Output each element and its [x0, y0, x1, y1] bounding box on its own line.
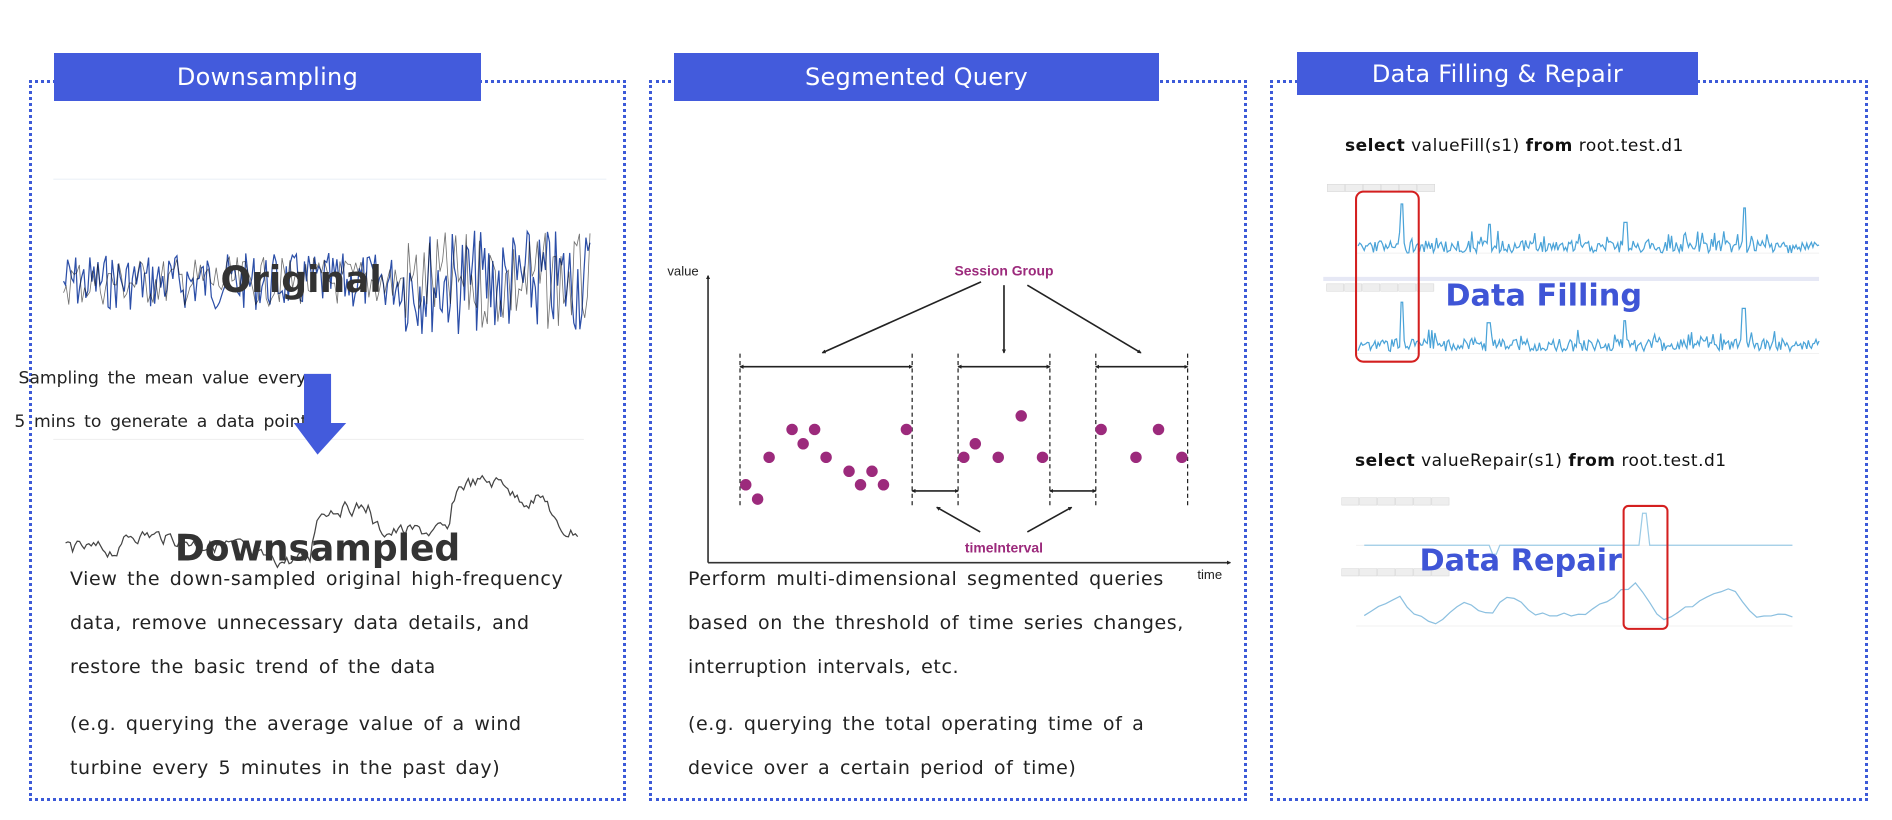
toolbar-button	[1362, 283, 1381, 292]
data-point	[900, 423, 913, 436]
repair-highlight-box	[1622, 504, 1669, 630]
sql-keyword: select	[1355, 451, 1416, 471]
toolbar-button	[1413, 568, 1432, 577]
toolbar-button	[1326, 283, 1344, 292]
description-line: based on the threshold of time series ch…	[688, 612, 1184, 634]
data-point	[1095, 423, 1107, 436]
data-repair-label: Data Repair	[1420, 544, 1623, 579]
description-line: restore the basic trend of the data	[70, 656, 436, 678]
arrow	[1026, 506, 1071, 533]
sql-keyword: select	[1345, 136, 1406, 156]
arrow	[1026, 284, 1141, 354]
toolbar-button	[1417, 184, 1435, 192]
sql-path: root.test.d1	[1621, 451, 1727, 471]
toolbar-button	[1341, 568, 1360, 577]
data-point	[797, 438, 809, 450]
data-point	[854, 479, 867, 491]
segmented-query-header: Segmented Query	[674, 53, 1159, 101]
sql-keyword: from	[1525, 136, 1573, 156]
toolbar-button	[1431, 568, 1450, 577]
data-point	[740, 479, 752, 491]
original-series-dark	[63, 232, 591, 329]
x-axis-label: time	[1197, 567, 1222, 582]
arrow	[937, 506, 981, 533]
toolbar-button	[1377, 497, 1396, 506]
session-group-label: Session Group	[954, 263, 1053, 279]
sql-path: root.test.d1	[1578, 136, 1684, 156]
segmented-query-diagram: value time Session Group timeInterval	[667, 263, 1270, 582]
sampling-note-line2: 5 mins to generate a data point	[14, 412, 307, 432]
data-point	[808, 423, 821, 436]
description-line: Perform multi-dimensional segmented quer…	[688, 568, 1164, 590]
fill-repair-screenshots: Data Filling Data Repair	[1323, 184, 1820, 630]
toolbar-button	[1431, 497, 1450, 506]
data-point	[866, 465, 878, 477]
data-point	[1036, 451, 1049, 464]
down-arrow-icon	[293, 373, 347, 455]
data-point	[958, 451, 970, 464]
sql-function: valueFill(s1)	[1411, 136, 1520, 156]
toolbar-button	[1363, 184, 1381, 192]
data-point	[1152, 423, 1165, 436]
toolbar-button	[1341, 497, 1360, 506]
data-point	[786, 423, 798, 436]
toolbar-button	[1416, 283, 1435, 292]
data-point	[992, 451, 1004, 464]
description-line: data, remove unnecessary data details, a…	[70, 612, 530, 634]
downsampled-series	[65, 474, 579, 569]
time-interval-label: timeInterval	[965, 539, 1043, 555]
toolbar-button	[1395, 568, 1414, 577]
data-point	[1015, 410, 1027, 422]
fill-highlight-box	[1355, 190, 1420, 363]
y-axis-label: value	[667, 264, 698, 279]
data-filling-repair-header: Data Filling & Repair	[1297, 52, 1698, 95]
raw-fuel-series	[1364, 512, 1793, 555]
toolbar-button	[1344, 283, 1362, 292]
data-point	[1130, 451, 1142, 464]
segmented-query-description: Perform multi-dimensional segmented quer…	[688, 557, 1184, 689]
data-point	[763, 451, 775, 464]
data-point	[1176, 451, 1188, 464]
toolbar-button	[1359, 568, 1378, 577]
toolbar-button	[1377, 568, 1396, 577]
segmented-query-example: (e.g. querying the total operating time …	[688, 702, 1144, 790]
sql-keyword: from	[1568, 451, 1616, 471]
data-point	[751, 493, 764, 505]
filled-series	[1357, 301, 1820, 354]
fill-query: select valueFill(s1) from root.test.d1	[1345, 136, 1684, 156]
original-series	[62, 229, 591, 334]
toolbar-button	[1398, 283, 1417, 292]
original-label: Original	[221, 259, 382, 301]
example-line: device over a certain period of time)	[688, 757, 1077, 779]
toolbar-button	[1345, 184, 1363, 192]
toolbar-button	[1327, 184, 1345, 192]
raw-series	[1357, 203, 1820, 256]
downsampling-header: Downsampling	[54, 53, 481, 101]
example-line: (e.g. querying the total operating time …	[688, 713, 1145, 735]
toolbar-button	[1399, 184, 1417, 192]
description-line: View the down-sampled original high-freq…	[70, 568, 564, 590]
toolbar-button	[1380, 283, 1399, 292]
toolbar-button	[1395, 497, 1414, 506]
sql-function: valueRepair(s1)	[1421, 451, 1563, 471]
data-point	[820, 451, 832, 464]
arrow	[822, 281, 982, 354]
toolbar-button	[1381, 184, 1399, 192]
repair-query: select valueRepair(s1) from root.test.d1	[1355, 451, 1727, 471]
data-point	[877, 479, 890, 491]
description-line: interruption intervals, etc.	[688, 656, 960, 678]
example-line: turbine every 5 minutes in the past day)	[70, 757, 501, 779]
data-point	[969, 438, 982, 450]
downsampling-illustration: Original Downsampled Sampling the mean v…	[14, 178, 607, 569]
downsampled-label: Downsampled	[175, 527, 460, 569]
sampling-note-line1: Sampling the mean value every	[18, 368, 306, 388]
toolbar-button	[1359, 497, 1378, 506]
toolbar-button	[1413, 497, 1432, 506]
downsampling-description: View the down-sampled original high-freq…	[70, 557, 563, 689]
repaired-series	[1363, 582, 1793, 625]
example-line: (e.g. querying the average value of a wi…	[70, 713, 522, 735]
data-filling-label: Data Filling	[1445, 279, 1642, 314]
downsampling-example: (e.g. querying the average value of a wi…	[70, 702, 522, 790]
data-point	[843, 465, 855, 477]
